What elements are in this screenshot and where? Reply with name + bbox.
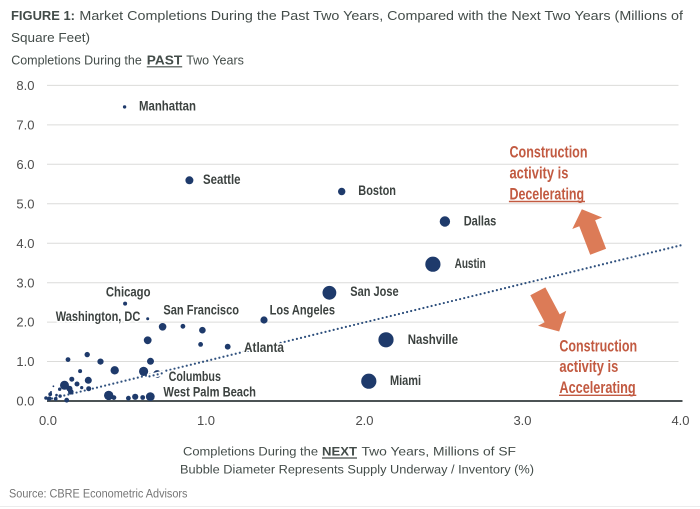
svg-text:Miami: Miami — [390, 373, 421, 388]
svg-text:Los Angeles: Los Angeles — [270, 303, 336, 318]
svg-text:Decelerating: Decelerating — [510, 184, 585, 203]
svg-text:Austin: Austin — [455, 256, 486, 271]
svg-text:7.0: 7.0 — [16, 118, 34, 133]
svg-text:Two Years, Millions of SF: Two Years, Millions of SF — [362, 445, 517, 459]
svg-text:8.0: 8.0 — [16, 78, 34, 93]
svg-text:Completions During the: Completions During the — [183, 445, 318, 459]
svg-text:Columbus: Columbus — [169, 369, 222, 384]
svg-text:5.0: 5.0 — [16, 196, 34, 211]
svg-text:Two Years: Two Years — [186, 53, 244, 67]
svg-text:Dallas: Dallas — [464, 214, 497, 229]
svg-text:Washington, DC: Washington, DC — [56, 309, 141, 324]
svg-text:FIGURE 1:: FIGURE 1: — [11, 8, 75, 23]
svg-text:3.0: 3.0 — [513, 413, 531, 428]
svg-text:2.0: 2.0 — [355, 413, 373, 428]
svg-text:1.0: 1.0 — [197, 413, 215, 428]
svg-text:0.0: 0.0 — [16, 394, 34, 409]
svg-text:Construction: Construction — [510, 142, 588, 161]
svg-text:Construction: Construction — [559, 337, 637, 356]
svg-text:Completions During the: Completions During the — [11, 53, 142, 67]
svg-text:West Palm Beach: West Palm Beach — [163, 385, 256, 400]
svg-text:Seattle: Seattle — [203, 172, 241, 187]
svg-text:4.0: 4.0 — [16, 236, 34, 251]
svg-text:activity is: activity is — [510, 163, 569, 182]
svg-text:NEXT: NEXT — [322, 445, 358, 459]
svg-text:Chicago: Chicago — [106, 285, 151, 300]
svg-text:Boston: Boston — [358, 183, 396, 198]
svg-text:Square Feet): Square Feet) — [11, 30, 90, 45]
svg-text:0.0: 0.0 — [39, 413, 57, 428]
svg-text:4.0: 4.0 — [671, 413, 689, 428]
svg-text:Source: CBRE Econometric Advis: Source: CBRE Econometric Advisors — [9, 487, 188, 501]
svg-text:San Francisco: San Francisco — [163, 303, 239, 318]
svg-text:6.0: 6.0 — [16, 157, 34, 172]
svg-text:Market Completions During the: Market Completions During the Past Two Y… — [79, 8, 683, 23]
svg-text:Atlanta: Atlanta — [244, 340, 284, 355]
svg-text:San Jose: San Jose — [350, 284, 399, 299]
svg-text:1.0: 1.0 — [16, 354, 34, 369]
svg-text:Accelerating: Accelerating — [559, 378, 635, 397]
svg-text:activity is: activity is — [559, 357, 618, 376]
svg-text:3.0: 3.0 — [16, 275, 34, 290]
svg-text:Nashville: Nashville — [408, 332, 459, 347]
svg-text:Manhattan: Manhattan — [139, 99, 196, 114]
svg-text:2.0: 2.0 — [16, 315, 34, 330]
svg-text:Bubble Diameter Represents Sup: Bubble Diameter Represents Supply Underw… — [180, 463, 534, 477]
svg-text:PAST: PAST — [147, 53, 183, 67]
